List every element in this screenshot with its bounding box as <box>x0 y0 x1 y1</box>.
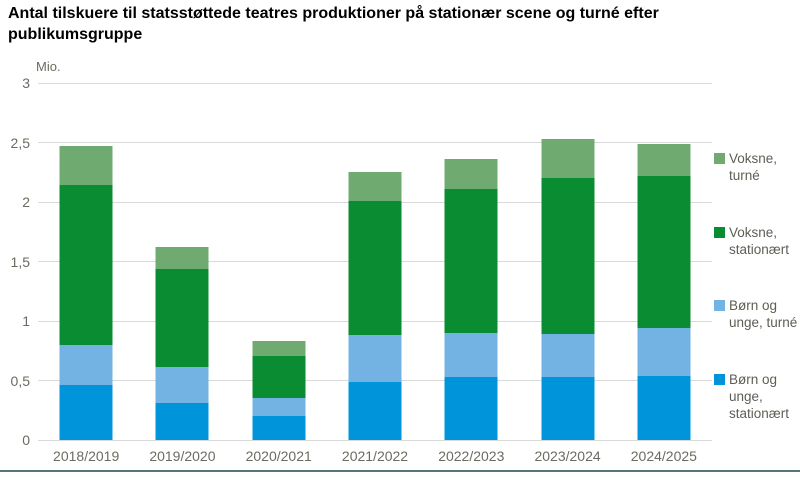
bar-segment <box>637 328 691 376</box>
footer-rule <box>0 470 800 472</box>
y-tick-label: 1,5 <box>10 253 30 270</box>
bar-2023/2024 <box>541 138 595 440</box>
legend-swatch <box>714 152 725 164</box>
bar-segment <box>637 175 691 329</box>
legend-item: Børn og unge, stationært <box>714 371 800 422</box>
bar-2018/2019 <box>59 146 113 440</box>
bar-2021/2022 <box>348 172 402 440</box>
y-tick-label: 0,5 <box>10 372 30 389</box>
bar-2024/2025 <box>637 143 691 440</box>
legend-label: Voksne, stationært <box>729 224 790 257</box>
bar-segment <box>155 247 209 269</box>
bar-segment <box>155 367 209 404</box>
gridline <box>38 142 712 143</box>
bar-segment <box>444 376 498 440</box>
bar-segment <box>252 341 306 356</box>
bar-segment <box>444 159 498 189</box>
bar-segment <box>348 335 402 382</box>
y-axis: 0 0,5 1 1,5 2 2,5 3 <box>0 75 32 448</box>
x-tick-label: 2023/2024 <box>534 448 601 464</box>
chart-title: Antal tilskuere til statsstøttede teatre… <box>8 5 659 43</box>
x-tick-label: 2019/2020 <box>149 448 216 464</box>
legend-label: Voksne, turné <box>729 150 778 183</box>
bar-segment <box>637 375 691 440</box>
bar-segment <box>348 381 402 440</box>
legend-swatch <box>714 226 725 238</box>
legend-swatch <box>714 300 725 312</box>
y-tick-label: 2,5 <box>10 134 30 151</box>
gridline <box>38 439 712 441</box>
bar-segment <box>541 334 595 377</box>
bar-segment <box>541 376 595 440</box>
y-tick-label: 1 <box>22 313 30 329</box>
legend-item: Voksne, stationært <box>714 224 800 258</box>
legend-label: Børn og unge, stationært <box>729 372 790 422</box>
legend-item: Voksne, turné <box>714 150 800 184</box>
plot-area: 2018/2019 2019/2020 2020/2021 2021/2022 2022… <box>38 82 712 464</box>
bar-2019/2020 <box>155 247 209 440</box>
bar-segment <box>252 355 306 399</box>
bar-segment <box>59 344 113 386</box>
bar-segment <box>637 143 691 176</box>
legend-label: Børn og unge, turné <box>729 298 798 331</box>
bar-segment <box>348 200 402 336</box>
legend: Voksne, turné Voksne, stationært Børn og u… <box>714 130 800 442</box>
bar-segment <box>59 385 113 440</box>
y-tick-label: 2 <box>22 194 30 210</box>
bar-segment <box>59 146 113 186</box>
legend-swatch <box>714 374 725 386</box>
bar-segment <box>541 178 595 335</box>
bar-segment <box>252 416 306 440</box>
y-tick-label: 0 <box>22 432 30 448</box>
y-tick-label: 3 <box>22 75 30 91</box>
bar-segment <box>444 332 498 377</box>
x-tick-label: 2021/2022 <box>341 448 409 464</box>
bar-segment <box>444 188 498 333</box>
bar-2020/2021 <box>252 341 306 440</box>
bar-segment <box>541 138 595 179</box>
legend-item: Børn og unge, turné <box>714 297 800 331</box>
bar-segment <box>155 268 209 368</box>
y-axis-unit-label: Mio. <box>36 59 61 74</box>
bar-segment <box>348 172 402 201</box>
x-tick-label: 2024/2025 <box>630 448 697 464</box>
bar-segment <box>252 398 306 417</box>
x-tick-label: 2022/2023 <box>438 448 505 464</box>
bar-segment <box>155 403 209 440</box>
x-tick-label: 2020/2021 <box>245 448 312 464</box>
bar-segment <box>59 185 113 345</box>
x-tick-label: 2018/2019 <box>53 448 120 464</box>
bar-2022/2023 <box>444 159 498 440</box>
gridline <box>38 82 712 84</box>
